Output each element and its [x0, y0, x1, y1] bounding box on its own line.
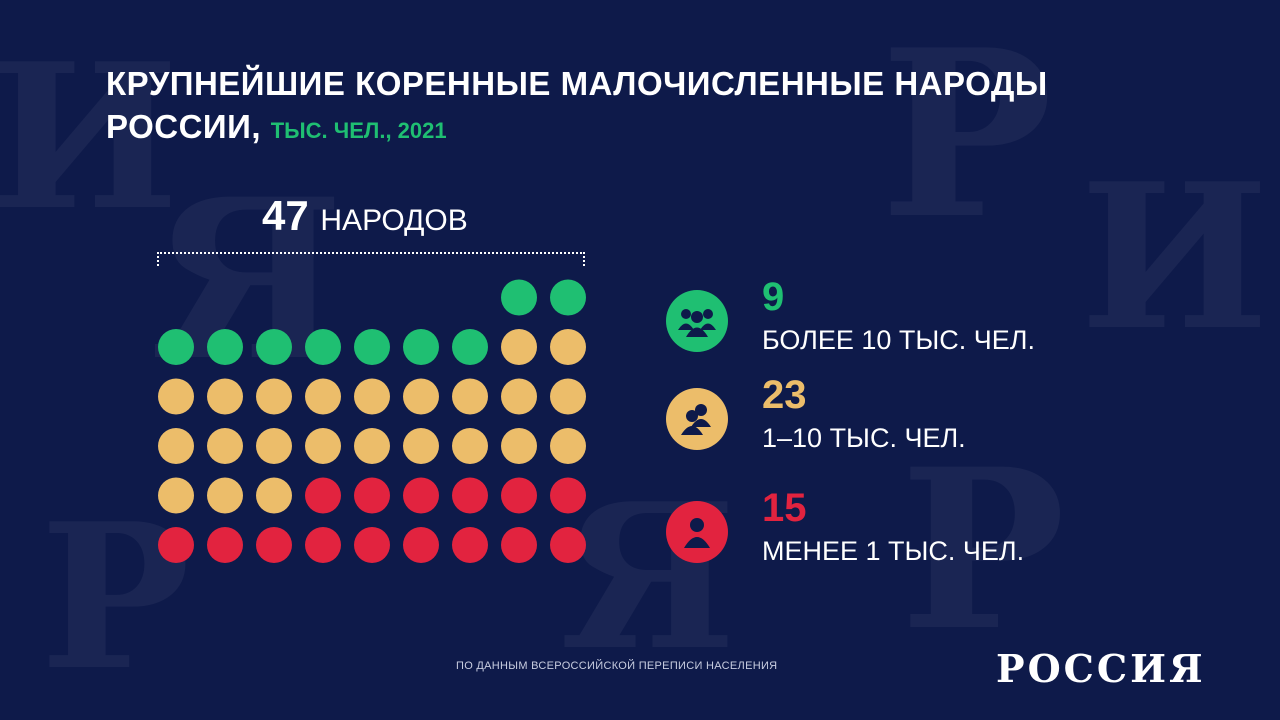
dot-medium — [501, 378, 537, 415]
legend-swatch-medium — [666, 388, 728, 450]
dot-small — [305, 477, 341, 514]
total-count: 47 НАРОДОВ — [262, 192, 468, 245]
dot-large — [403, 329, 439, 365]
legend-value-small: 15 — [762, 486, 807, 530]
dot-medium — [501, 428, 537, 464]
pair-icon — [681, 404, 711, 435]
dot-large — [452, 329, 488, 365]
dot-small — [354, 477, 390, 514]
dot-medium — [305, 378, 341, 415]
dot-small — [305, 527, 341, 563]
dot-large — [550, 279, 586, 316]
dot-medium — [403, 378, 439, 415]
dot-medium — [501, 329, 537, 365]
dot-medium — [158, 378, 194, 415]
dot-medium — [207, 378, 243, 415]
dot-medium — [550, 329, 586, 365]
dot-small — [403, 477, 439, 514]
legend-item-large: 9 БОЛЕЕ 10 ТЫС. ЧЕЛ. — [666, 275, 1146, 368]
dot-medium — [550, 378, 586, 415]
dot-medium — [256, 428, 292, 464]
dot-medium — [452, 378, 488, 415]
chart-title: КРУПНЕЙШИЕ КОРЕННЫЕ МАЛОЧИСЛЕННЫЕ НАРОДЫ… — [106, 62, 1066, 152]
dot-small — [452, 477, 488, 514]
dot-medium — [354, 378, 390, 415]
brand-logo: РОССИЯ — [996, 646, 1206, 691]
dot-small — [550, 477, 586, 514]
dot-medium — [403, 428, 439, 464]
dot-medium — [158, 477, 194, 514]
legend-item-small: 15 МЕНЕЕ 1 ТЫС. ЧЕЛ. — [666, 486, 1146, 579]
dot-small — [158, 527, 194, 563]
title-main: КРУПНЕЙШИЕ КОРЕННЫЕ МАЛОЧИСЛЕННЫЕ НАРОДЫ… — [106, 65, 1048, 145]
dot-large — [354, 329, 390, 365]
dot-small — [550, 527, 586, 563]
dot-small — [501, 477, 537, 514]
total-bracket — [157, 252, 585, 266]
dot-medium — [207, 477, 243, 514]
dot-large — [158, 329, 194, 365]
legend-swatch-small — [666, 501, 728, 563]
dot-small — [403, 527, 439, 563]
dot-medium — [256, 378, 292, 415]
dot-small — [256, 527, 292, 563]
group-icon — [678, 309, 716, 337]
legend-item-medium: 23 МЕНЕЕ 1 ТЫС. ЧЕЛ. 1–10 ТЫС. ЧЕЛ. — [666, 373, 1146, 466]
dot-medium — [305, 428, 341, 464]
dot-medium — [256, 477, 292, 514]
legend-label-large: БОЛЕЕ 10 ТЫС. ЧЕЛ. — [762, 325, 1036, 355]
dot-small — [501, 527, 537, 563]
person-icon — [684, 518, 710, 548]
dot-small — [207, 527, 243, 563]
dot-large — [305, 329, 341, 365]
legend-value-large: 9 — [762, 275, 785, 319]
source-note: ПО ДАННЫМ ВСЕРОССИЙСКОЙ ПЕРЕПИСИ НАСЕЛЕН… — [456, 660, 778, 672]
dot-medium — [207, 428, 243, 464]
dot-medium — [158, 428, 194, 464]
legend-value-medium: 23 — [762, 373, 807, 417]
dot-large — [256, 329, 292, 365]
legend-swatch-large — [666, 290, 728, 352]
legend-label-small: МЕНЕЕ 1 ТЫС. ЧЕЛ. — [762, 536, 1025, 566]
total-value: 47 — [262, 192, 309, 239]
dot-medium — [354, 428, 390, 464]
dot-medium — [452, 428, 488, 464]
dot-small — [452, 527, 488, 563]
dot-medium — [550, 428, 586, 464]
legend-label-medium-text: 1–10 ТЫС. ЧЕЛ. — [762, 423, 966, 453]
dot-large — [207, 329, 243, 365]
dot-large — [501, 279, 537, 316]
total-unit: НАРОДОВ — [320, 204, 468, 237]
title-subtitle: ТЫС. ЧЕЛ., 2021 — [270, 118, 447, 143]
dot-small — [354, 527, 390, 563]
